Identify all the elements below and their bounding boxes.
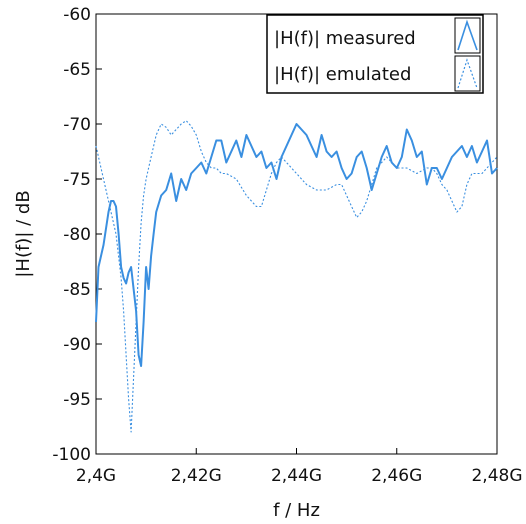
x-tick-label: 2,48G	[471, 466, 522, 486]
y-tick-label: -65	[63, 60, 91, 80]
y-axis-label: |H(f)| / dB	[13, 190, 34, 277]
x-tick-label: 2,4G	[76, 466, 116, 486]
y-tick-label: -100	[52, 445, 91, 465]
x-axis-label: f / Hz	[273, 500, 320, 521]
legend-entry-measured: |H(f)| measured	[274, 28, 416, 49]
y-tick-label: -70	[63, 115, 91, 135]
y-tick-label: -90	[63, 335, 91, 355]
x-tick-label: 2,46G	[371, 466, 422, 486]
x-tick-label: 2,42G	[171, 466, 222, 486]
y-tick-label: -60	[63, 5, 91, 25]
y-axis: -100 -95 -90 -85 -80 -75 -70 -65 -60	[52, 5, 102, 465]
legend: |H(f)| measured |H(f)| emulated	[267, 15, 483, 93]
y-tick-label: -95	[63, 390, 91, 410]
legend-entry-emulated: |H(f)| emulated	[274, 64, 411, 85]
y-tick-label: -75	[63, 170, 91, 190]
x-tick-label: 2,44G	[271, 466, 322, 486]
y-tick-label: -85	[63, 280, 91, 300]
y-tick-label: -80	[63, 225, 91, 245]
